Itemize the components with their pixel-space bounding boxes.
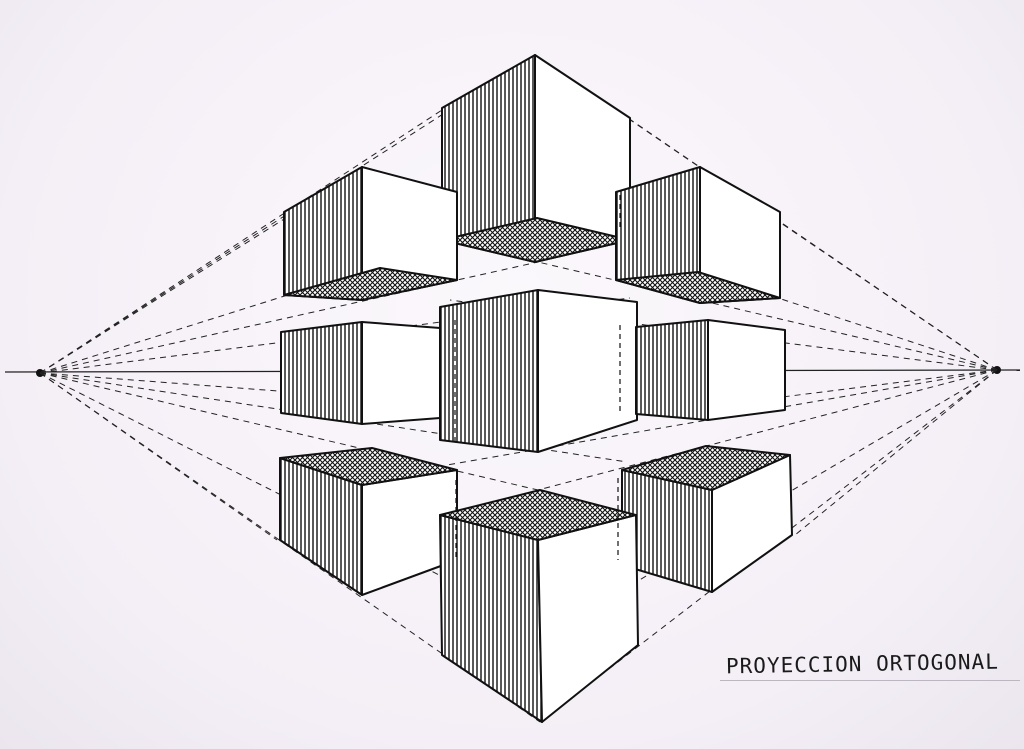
middle-center-box: [439, 289, 638, 453]
caption-underline: [720, 680, 1020, 681]
hidden-edges: [454, 195, 621, 560]
bottom-right-box: [621, 445, 793, 593]
middle-right-box: [635, 319, 786, 421]
bottom-left-box: [279, 447, 458, 596]
top-center-box: [441, 54, 631, 263]
top-right-box: [615, 166, 781, 304]
middle-left-box: [280, 321, 441, 425]
drawing-caption: PROYECCION ORTOGONAL: [725, 649, 1000, 679]
bottom-center-box: [439, 489, 639, 723]
top-left-box: [283, 166, 458, 301]
